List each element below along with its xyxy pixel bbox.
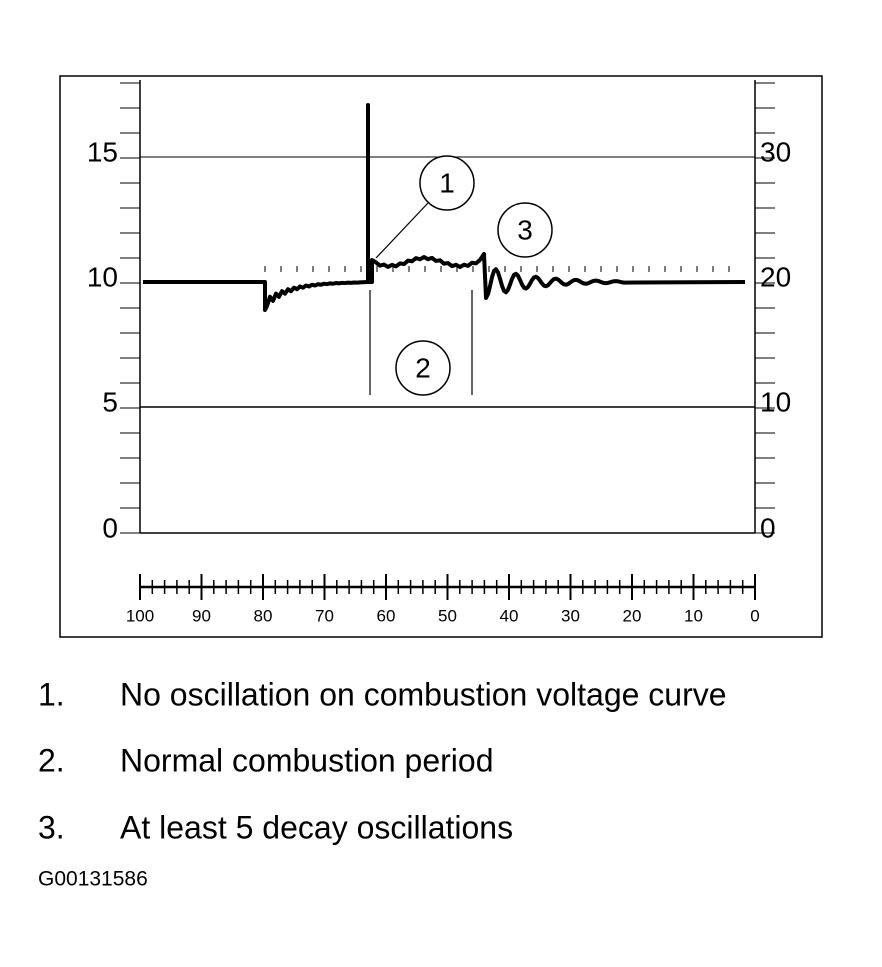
right-tick-label: 20 bbox=[760, 261, 791, 292]
right-tick-label: 0 bbox=[760, 512, 776, 543]
time-tick-label: 100 bbox=[126, 606, 154, 625]
time-tick-label: 40 bbox=[500, 606, 519, 625]
time-tick-label: 90 bbox=[192, 606, 211, 625]
callout-circle bbox=[497, 202, 553, 258]
left-tick-label: 15 bbox=[87, 136, 118, 167]
legend-number: 1. bbox=[38, 676, 65, 712]
time-tick-label: 20 bbox=[623, 606, 642, 625]
left-tick-label: 10 bbox=[87, 261, 118, 292]
waveform bbox=[143, 103, 746, 312]
legend-number: 2. bbox=[38, 742, 65, 778]
legend-number: 3. bbox=[38, 809, 65, 845]
right-tick-label: 30 bbox=[760, 136, 791, 167]
legend-text: No oscillation on combustion voltage cur… bbox=[120, 676, 727, 712]
right-tick-label: 10 bbox=[760, 386, 791, 417]
callout-number: 3 bbox=[517, 214, 533, 245]
legend-text: Normal combustion period bbox=[120, 742, 494, 778]
time-tick-label: 50 bbox=[438, 606, 457, 625]
ticks bbox=[120, 82, 775, 600]
time-tick-label: 10 bbox=[684, 606, 703, 625]
left-tick-label: 0 bbox=[102, 512, 118, 543]
callout-circle bbox=[419, 155, 475, 211]
time-tick-label: 70 bbox=[315, 606, 334, 625]
left-tick-label: 5 bbox=[102, 386, 118, 417]
frame bbox=[59, 75, 823, 638]
callout-number: 1 bbox=[439, 167, 455, 198]
figure-id: G00131586 bbox=[38, 868, 148, 891]
leader-line bbox=[375, 202, 429, 259]
legend-text: At least 5 decay oscillations bbox=[120, 809, 513, 845]
time-tick-label: 60 bbox=[377, 606, 396, 625]
time-tick-label: 30 bbox=[561, 606, 580, 625]
callout-number: 2 bbox=[415, 352, 431, 383]
callout-circle bbox=[395, 340, 451, 396]
time-tick-label: 0 bbox=[750, 606, 759, 625]
time-tick-label: 80 bbox=[254, 606, 273, 625]
